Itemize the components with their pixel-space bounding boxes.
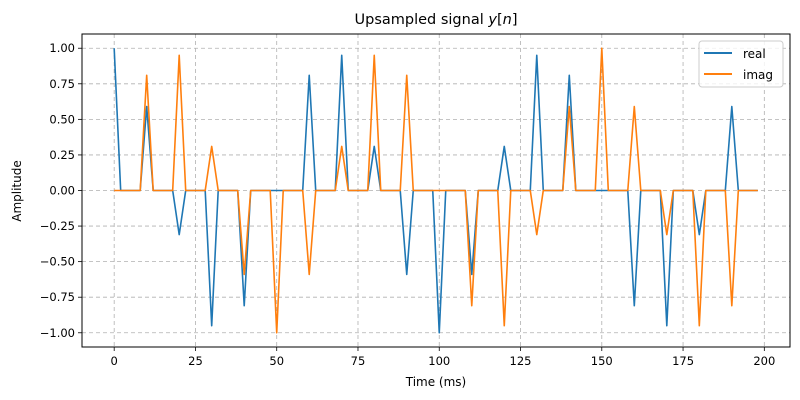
- legend-label-imag: imag: [743, 68, 773, 82]
- y-tick-label: 0.75: [49, 77, 75, 91]
- x-tick-label: 175: [672, 354, 694, 368]
- y-tick-label: −1.00: [40, 326, 75, 340]
- x-tick-label: 0: [111, 354, 118, 368]
- chart-title: Upsampled signal y[n]: [355, 12, 518, 28]
- x-tick-label: 75: [351, 354, 366, 368]
- x-tick-label: 125: [510, 354, 532, 368]
- y-tick-label: 0.00: [49, 184, 75, 198]
- y-axis-ticks: 1.00 0.75 0.50 0.25 0.00 −0.25 −0.50 −0.75 −1.00: [40, 41, 82, 340]
- x-axis-ticks: 0 25 50 75 100 125 150 175 200: [111, 347, 775, 368]
- x-tick-label: 150: [591, 354, 613, 368]
- y-tick-label: −0.50: [40, 255, 75, 269]
- x-tick-label: 100: [428, 354, 450, 368]
- y-tick-label: 1.00: [49, 41, 75, 55]
- y-tick-label: 0.25: [49, 148, 75, 162]
- y-tick-label: 0.50: [49, 112, 75, 126]
- plot-area: [113, 47, 758, 334]
- x-tick-label: 25: [188, 354, 203, 368]
- x-tick-label: 200: [753, 354, 775, 368]
- legend: real imag: [698, 40, 784, 88]
- series-line-imag: [114, 47, 758, 334]
- y-axis-label: Amplitude: [10, 160, 24, 222]
- x-axis-label: Time (ms): [405, 375, 467, 389]
- y-tick-label: −0.25: [40, 219, 75, 233]
- legend-label-real: real: [743, 47, 766, 61]
- y-tick-label: −0.75: [40, 290, 75, 304]
- x-tick-label: 50: [269, 354, 284, 368]
